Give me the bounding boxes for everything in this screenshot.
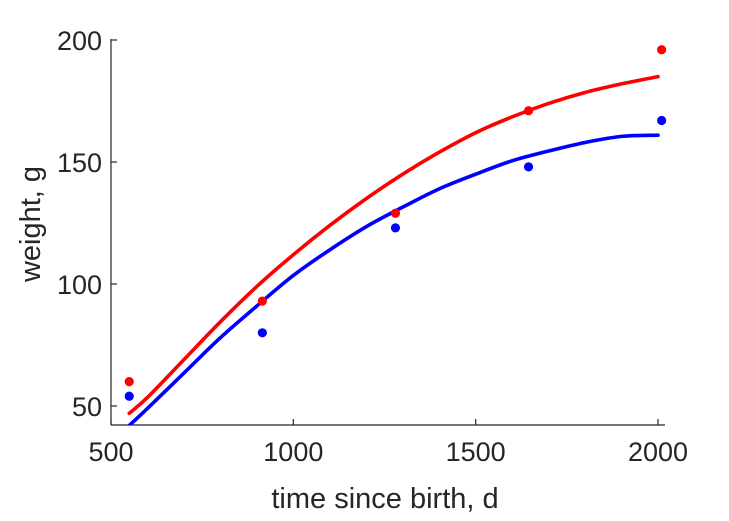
red-data-point: [257, 296, 267, 306]
x-tick-label: 1000: [263, 437, 323, 467]
red-data-point: [523, 106, 534, 116]
x-tick-label: 2000: [628, 437, 688, 467]
axis-labels: time since birth, d weight, g: [15, 166, 499, 515]
blue-data-point: [390, 223, 401, 233]
red-data-point: [124, 377, 134, 387]
y-tick-label: 150: [57, 148, 102, 178]
x-axis-label: time since birth, d: [271, 483, 498, 515]
data-points: [124, 45, 667, 401]
red-data-point: [390, 208, 401, 218]
y-tick-label: 50: [72, 392, 102, 422]
blue-data-point: [124, 391, 134, 401]
x-tick-label: 500: [88, 437, 133, 467]
y-axis-label: weight, g: [15, 166, 47, 283]
blue-data-point: [257, 328, 267, 338]
axes: 500 1000 1500 2000 50 100 150 200: [57, 26, 688, 467]
blue-data-point: [523, 162, 534, 172]
red-fit-line: [127, 74, 660, 416]
blue-data-point: [657, 115, 667, 126]
blue-fit-line: [127, 133, 660, 425]
x-tick-label: 1500: [446, 437, 506, 467]
red-data-point: [657, 45, 667, 55]
y-tick-label: 200: [57, 26, 102, 56]
y-tick-label: 100: [57, 270, 102, 300]
fit-lines: [127, 74, 660, 425]
